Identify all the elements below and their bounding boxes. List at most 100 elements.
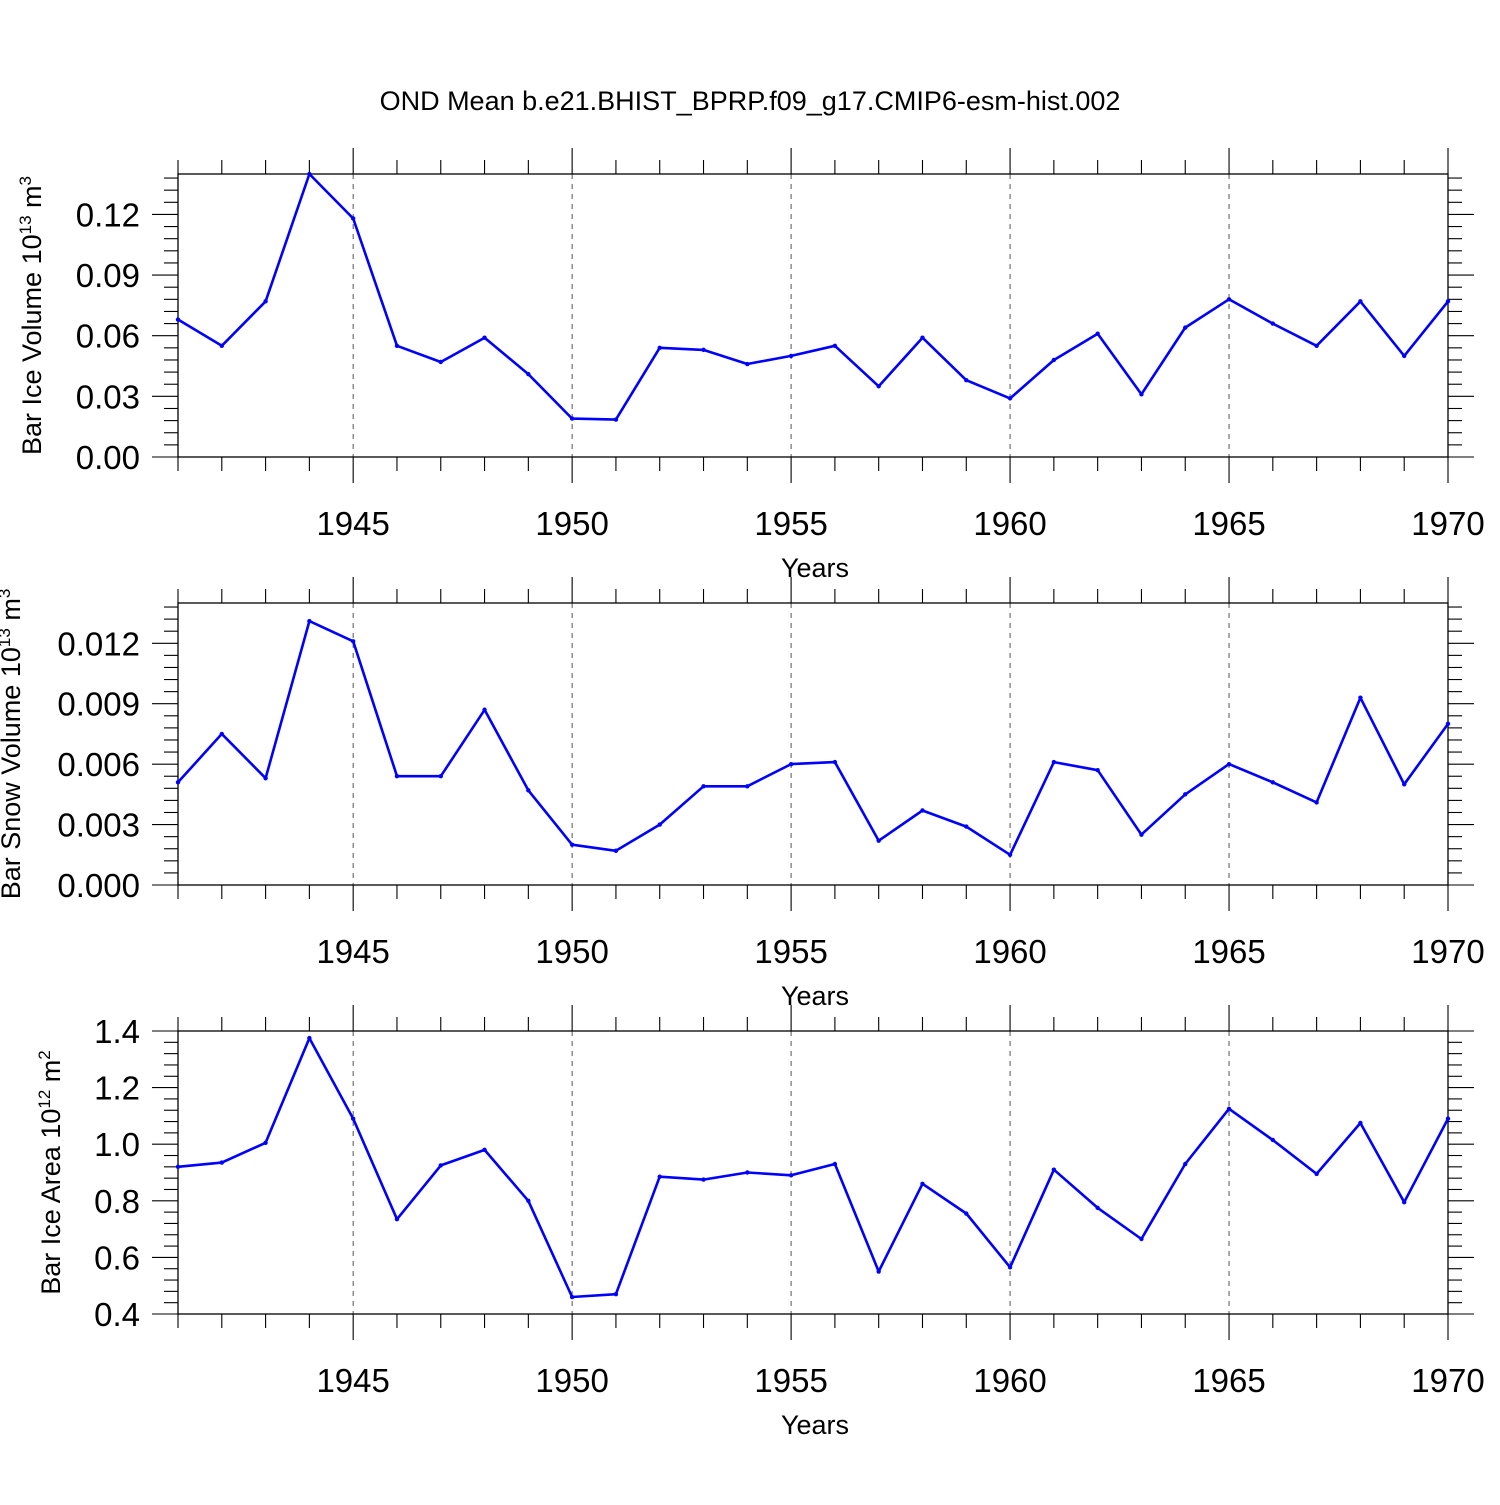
data-point (745, 784, 750, 789)
data-point (745, 1170, 750, 1175)
data-point (219, 1160, 224, 1165)
data-point (964, 1211, 969, 1216)
data-point (307, 618, 312, 624)
data-point (1051, 1167, 1057, 1172)
data-point (175, 780, 181, 785)
data-point (526, 788, 531, 793)
data-point (1226, 1106, 1232, 1112)
data-point (1402, 353, 1407, 359)
y-axis-label-ylabel-base: 10 (36, 1109, 66, 1139)
x-tick-label: 1970 (1411, 1362, 1484, 1399)
data-point (1270, 1137, 1276, 1143)
data-point (438, 359, 443, 365)
y-axis-label-ylabel: Bar Snow Volume (0, 685, 26, 900)
chart-title: OND Mean b.e21.BHIST_BPRP.f09_g17.CMIP6-… (380, 86, 1121, 116)
data-point (832, 759, 838, 765)
data-point (876, 384, 881, 389)
y-axis-label-ylabel-exp: 13 (0, 628, 14, 647)
y-tick-label: 0.000 (57, 867, 140, 904)
y-tick-label: 1.4 (94, 1013, 140, 1050)
data-point (701, 1177, 706, 1182)
data-point (745, 361, 750, 367)
data-point (438, 774, 443, 779)
data-point (438, 1163, 443, 1168)
data-point (964, 824, 969, 829)
y-axis-label-ylabel-unit-exp: 2 (35, 1050, 54, 1059)
plot-frame (177, 1030, 1449, 1315)
y-axis-label-ylabel-unit-base: m (0, 598, 26, 621)
y-axis-label-ylabel-base: 10 (0, 647, 26, 677)
data-point (1139, 1236, 1144, 1242)
data-point (1139, 832, 1144, 837)
y-tick-label: 0.6 (94, 1239, 140, 1276)
plot-frame (177, 173, 1449, 458)
data-point (1095, 331, 1100, 336)
x-tick-label: 1945 (316, 505, 389, 542)
data-point (1095, 1205, 1100, 1211)
plot-frame (177, 602, 1449, 886)
x-axis-label: Years (781, 553, 849, 583)
data-point (876, 1269, 881, 1274)
data-point (350, 1116, 356, 1121)
y-axis-label: Bar Ice Area 1012 m2 (35, 1050, 66, 1295)
y-axis-label: Bar Ice Volume 1013 m3 (16, 176, 47, 455)
data-point (657, 1174, 662, 1179)
data-point (613, 417, 619, 422)
data-point (1358, 299, 1363, 304)
data-point (1358, 1120, 1363, 1126)
y-axis-label-ylabel-unit-base: m (17, 185, 47, 208)
data-point (307, 171, 312, 177)
y-tick-label: 0.09 (76, 257, 140, 294)
y-axis-label-ylabel-exp: 12 (35, 1090, 54, 1109)
y-axis-label-ylabel-base: 10 (17, 234, 47, 264)
data-point (526, 371, 531, 377)
x-tick-label: 1945 (316, 933, 389, 970)
x-tick-label: 1965 (1192, 505, 1265, 542)
panel-2: 0.000 0.003 0.006 0.009 0.012 1945 1950 1955 196… (0, 577, 1485, 1011)
data-point (1183, 1161, 1188, 1167)
x-tick-label: 1970 (1411, 505, 1484, 542)
x-axis-label: Years (781, 1410, 849, 1440)
data-point (394, 343, 400, 349)
data-point (1314, 1171, 1319, 1177)
y-tick-label: 0.8 (94, 1183, 140, 1220)
data-point (1095, 767, 1100, 773)
data-point (1007, 396, 1013, 401)
data-point (832, 1161, 838, 1167)
y-axis-label-ylabel-unit-exp: 3 (0, 589, 14, 598)
series-line-bar-ice-area (177, 1036, 1450, 1299)
series-line-bar-snow-volume (177, 619, 1450, 857)
x-tick-label: 1950 (535, 933, 608, 970)
data-point (1226, 297, 1232, 302)
data-point (1358, 695, 1363, 700)
data-point (788, 353, 794, 359)
data-point (1270, 321, 1276, 326)
data-point (876, 838, 881, 843)
data-point (657, 345, 662, 351)
data-point (701, 347, 706, 353)
y-axis-label-ylabel: Bar Ice Volume (17, 272, 47, 455)
data-point (350, 639, 356, 644)
data-point (613, 1291, 619, 1297)
y-tick-label: 0.03 (76, 378, 140, 415)
y-tick-label: 0.12 (76, 196, 140, 233)
data-point (263, 776, 268, 781)
data-point (920, 335, 925, 340)
data-point (1314, 343, 1319, 349)
data-point (1402, 1200, 1407, 1205)
x-tick-label: 1955 (754, 505, 827, 542)
y-tick-label: 1.2 (94, 1070, 140, 1107)
data-point (394, 774, 400, 779)
data-point (1007, 852, 1013, 857)
data-point (482, 335, 487, 340)
data-point (569, 842, 575, 847)
data-point (832, 343, 838, 349)
data-point (1314, 800, 1319, 805)
data-point (482, 1147, 487, 1153)
x-tick-label: 1960 (973, 505, 1046, 542)
y-tick-label: 0.012 (57, 625, 140, 662)
data-point (1445, 1116, 1451, 1121)
x-tick-label: 1950 (535, 505, 608, 542)
